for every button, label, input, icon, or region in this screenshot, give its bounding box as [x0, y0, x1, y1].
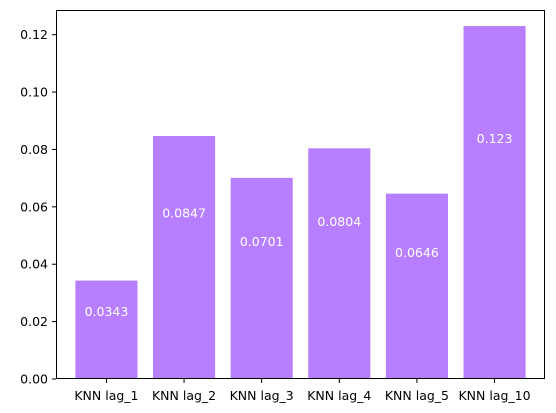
y-axis: 0.00 0.02 0.04 0.06 0.08 0.10 0.12 [20, 27, 56, 387]
y-tick-label: 0.04 [20, 257, 48, 272]
bar [385, 193, 448, 379]
x-tick-label: KNN lag_3 [230, 388, 294, 403]
y-tick-label: 0.08 [20, 142, 48, 157]
y-tick-label: 0.00 [20, 372, 48, 387]
bar [153, 135, 216, 379]
bar [230, 177, 293, 379]
x-axis: KNN lag_1 KNN lag_2 KNN lag_3 KNN lag_4 KNN … [74, 379, 531, 403]
data-label: 0.123 [477, 131, 513, 146]
y-tick-label: 0.10 [20, 85, 48, 100]
data-label: 0.0646 [395, 245, 439, 260]
y-tick-label: 0.06 [20, 199, 48, 214]
y-tick-label: 0.02 [20, 314, 48, 329]
x-tick-label: KNN lag_5 [385, 388, 449, 403]
y-tick-label: 0.12 [20, 27, 48, 42]
x-tick-label: KNN lag_2 [152, 388, 216, 403]
bars-group [75, 26, 526, 380]
bar [75, 280, 138, 379]
data-label: 0.0804 [317, 214, 361, 229]
bar [308, 148, 371, 379]
bar [463, 26, 526, 380]
x-tick-label: KNN lag_4 [307, 388, 371, 403]
data-label: 0.0701 [240, 234, 284, 249]
data-label: 0.0343 [85, 304, 129, 319]
data-label: 0.0847 [162, 206, 206, 221]
plot-frame [56, 10, 545, 379]
x-tick-label: KNN lag_10 [458, 388, 530, 403]
data-labels-group: 0.0343 0.0847 0.0701 0.0804 0.0646 0.123 [85, 131, 513, 319]
x-tick-label: KNN lag_1 [74, 388, 138, 403]
